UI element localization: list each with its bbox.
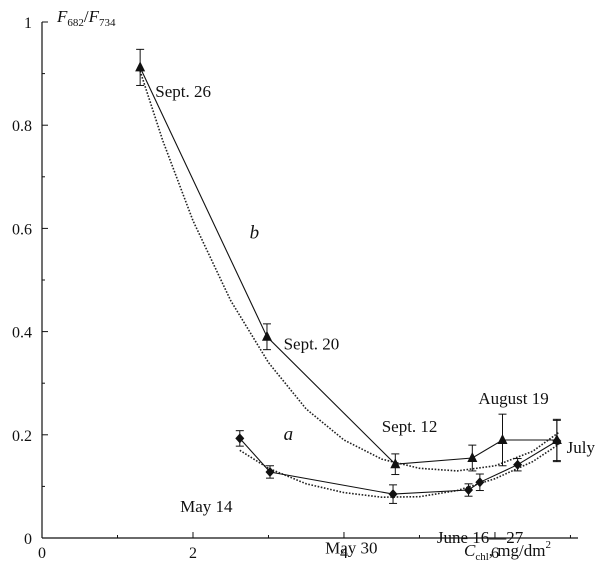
data-point-b <box>390 458 401 469</box>
series-label-a: a <box>284 424 294 445</box>
series-label-b: b <box>250 223 260 244</box>
y-tick-label: 0 <box>24 531 32 548</box>
x-tick-label: 4 <box>340 545 348 562</box>
data-point-b <box>551 433 562 444</box>
data-point-a <box>265 466 275 477</box>
data-point-b <box>135 61 146 72</box>
data-point-b <box>261 330 272 341</box>
x-axis-title: Cchl, mg/dm2 <box>464 539 551 563</box>
x-tick-label: 6 <box>491 545 499 562</box>
data-point-b <box>467 452 478 463</box>
point-annotation: June 16—27 <box>437 528 524 547</box>
y-tick-label: 0.2 <box>12 428 32 445</box>
point-annotation: Sept. 20 <box>284 335 340 354</box>
error-bars <box>136 48 561 504</box>
series-lines <box>139 67 558 495</box>
y-axis-title: F682/F734 <box>56 7 116 29</box>
y-tick-label: 0.8 <box>12 118 32 135</box>
x-tick-label: 2 <box>189 545 197 562</box>
x-tick-label: 0 <box>38 545 46 562</box>
fit-curve-a <box>239 443 560 499</box>
fit-curve-b <box>139 70 560 472</box>
point-annotation: May 14 <box>180 497 233 516</box>
data-point-a <box>513 459 523 470</box>
y-tick-label: 1 <box>24 15 32 32</box>
data-point-b <box>497 433 508 444</box>
data-point-a <box>388 489 398 500</box>
point-annotation: May 30 <box>325 538 377 557</box>
data-markers <box>135 61 562 500</box>
fit-curves <box>139 70 560 499</box>
data-point-a <box>475 477 485 488</box>
annotations: Sept. 26 Sept. 20 Sept. 12 August 19 July 12… <box>155 82 595 558</box>
axes: 0 2 4 6 0 0.2 0.4 0.6 0.8 1 <box>12 15 578 562</box>
data-point-a <box>464 485 474 496</box>
y-tick-label: 0.6 <box>12 221 32 238</box>
point-annotation: August 19 <box>478 389 548 408</box>
series-line-b <box>139 67 557 465</box>
point-annotation: July 12 <box>567 438 595 457</box>
data-point-a <box>235 433 245 444</box>
point-annotation: Sept. 26 <box>155 82 211 101</box>
y-tick-label: 0.4 <box>12 325 32 342</box>
point-annotation: Sept. 12 <box>382 417 438 436</box>
